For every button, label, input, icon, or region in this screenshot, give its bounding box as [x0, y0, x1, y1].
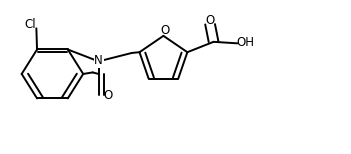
Text: N: N [94, 54, 103, 67]
Text: OH: OH [236, 36, 254, 49]
Text: O: O [160, 24, 170, 37]
Text: O: O [103, 89, 112, 102]
Text: O: O [205, 14, 215, 27]
Text: Cl: Cl [24, 18, 36, 30]
